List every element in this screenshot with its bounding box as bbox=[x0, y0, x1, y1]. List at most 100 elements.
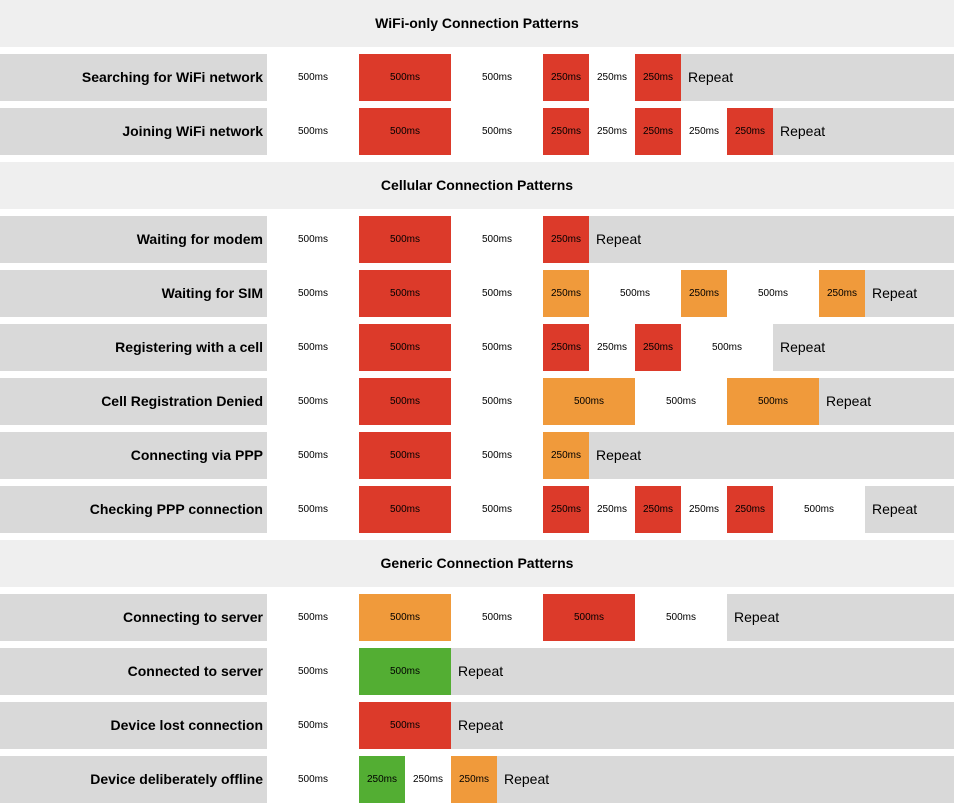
pattern-label: Waiting for SIM bbox=[0, 270, 267, 317]
repeat-label: Repeat bbox=[865, 486, 954, 533]
repeat-label: Repeat bbox=[773, 324, 954, 371]
led-green-interval: 250ms bbox=[359, 756, 405, 803]
led-orange-interval: 250ms bbox=[543, 270, 589, 317]
off-interval: 250ms bbox=[589, 108, 635, 155]
pattern-label: Connected to server bbox=[0, 648, 267, 695]
pattern-label: Waiting for modem bbox=[0, 216, 267, 263]
pattern-row: Device deliberately offline 500ms 250ms 250… bbox=[0, 756, 954, 803]
off-interval: 500ms bbox=[635, 378, 727, 425]
pattern-row: Connecting to server 500ms 500ms 500ms 500ms… bbox=[0, 594, 954, 641]
off-interval: 250ms bbox=[681, 108, 727, 155]
pattern-label: Joining WiFi network bbox=[0, 108, 267, 155]
led-red-interval: 500ms bbox=[359, 378, 451, 425]
led-red-interval: 250ms bbox=[635, 486, 681, 533]
led-orange-interval: 500ms bbox=[543, 378, 635, 425]
off-interval: 500ms bbox=[773, 486, 865, 533]
off-interval: 250ms bbox=[589, 324, 635, 371]
pattern-row: Joining WiFi network 500ms 500ms 500ms 250ms… bbox=[0, 108, 954, 155]
off-interval: 500ms bbox=[267, 432, 359, 479]
repeat-label: Repeat bbox=[497, 756, 954, 803]
off-interval: 250ms bbox=[681, 486, 727, 533]
off-interval: 500ms bbox=[267, 216, 359, 263]
repeat-label: Repeat bbox=[865, 270, 954, 317]
off-interval: 250ms bbox=[589, 54, 635, 101]
pattern-row: Cell Registration Denied 500ms 500ms 500ms 5… bbox=[0, 378, 954, 425]
off-interval: 500ms bbox=[451, 270, 543, 317]
off-interval: 500ms bbox=[451, 378, 543, 425]
pattern-label: Registering with a cell bbox=[0, 324, 267, 371]
off-interval: 500ms bbox=[451, 594, 543, 641]
off-interval: 500ms bbox=[589, 270, 681, 317]
off-interval: 500ms bbox=[267, 270, 359, 317]
repeat-label: Repeat bbox=[727, 594, 954, 641]
led-orange-interval: 500ms bbox=[359, 594, 451, 641]
led-red-interval: 250ms bbox=[543, 54, 589, 101]
pattern-label: Device deliberately offline bbox=[0, 756, 267, 803]
off-interval: 500ms bbox=[267, 54, 359, 101]
repeat-label: Repeat bbox=[451, 702, 954, 749]
led-orange-interval: 500ms bbox=[727, 378, 819, 425]
led-red-interval: 500ms bbox=[359, 54, 451, 101]
off-interval: 500ms bbox=[267, 702, 359, 749]
led-orange-interval: 250ms bbox=[543, 432, 589, 479]
off-interval: 500ms bbox=[267, 648, 359, 695]
pattern-row: Device lost connection 500ms 500ms Repeat bbox=[0, 702, 954, 749]
pattern-row: Waiting for SIM 500ms 500ms 500ms 250ms 500ms… bbox=[0, 270, 954, 317]
off-interval: 500ms bbox=[267, 108, 359, 155]
off-interval: 500ms bbox=[635, 594, 727, 641]
led-red-interval: 500ms bbox=[359, 216, 451, 263]
led-red-interval: 500ms bbox=[359, 270, 451, 317]
pattern-row: Connecting via PPP 500ms 500ms 500ms 250ms Re… bbox=[0, 432, 954, 479]
pattern-label: Device lost connection bbox=[0, 702, 267, 749]
pattern-label: Connecting to server bbox=[0, 594, 267, 641]
led-red-interval: 250ms bbox=[635, 324, 681, 371]
led-red-interval: 500ms bbox=[359, 432, 451, 479]
off-interval: 500ms bbox=[681, 324, 773, 371]
led-red-interval: 250ms bbox=[543, 216, 589, 263]
led-red-interval: 500ms bbox=[359, 486, 451, 533]
led-red-interval: 250ms bbox=[727, 108, 773, 155]
led-orange-interval: 250ms bbox=[681, 270, 727, 317]
off-interval: 500ms bbox=[727, 270, 819, 317]
pattern-row: Registering with a cell 500ms 500ms 500ms 25… bbox=[0, 324, 954, 371]
off-interval: 500ms bbox=[451, 324, 543, 371]
off-interval: 500ms bbox=[267, 594, 359, 641]
pattern-label: Checking PPP connection bbox=[0, 486, 267, 533]
led-orange-interval: 250ms bbox=[819, 270, 865, 317]
pattern-label: Connecting via PPP bbox=[0, 432, 267, 479]
off-interval: 500ms bbox=[451, 216, 543, 263]
section-title: Generic Connection Patterns bbox=[0, 540, 954, 587]
repeat-label: Repeat bbox=[773, 108, 954, 155]
led-red-interval: 250ms bbox=[543, 486, 589, 533]
pattern-label: Searching for WiFi network bbox=[0, 54, 267, 101]
led-red-interval: 250ms bbox=[635, 108, 681, 155]
pattern-row: Searching for WiFi network 500ms 500ms 500m… bbox=[0, 54, 954, 101]
pattern-row: Checking PPP connection 500ms 500ms 500ms 25… bbox=[0, 486, 954, 533]
led-red-interval: 250ms bbox=[727, 486, 773, 533]
led-red-interval: 250ms bbox=[543, 324, 589, 371]
repeat-label: Repeat bbox=[589, 216, 954, 263]
led-red-interval: 500ms bbox=[359, 702, 451, 749]
led-red-interval: 250ms bbox=[543, 108, 589, 155]
pattern-row: Waiting for modem 500ms 500ms 500ms 250ms Rep… bbox=[0, 216, 954, 263]
off-interval: 500ms bbox=[267, 756, 359, 803]
pattern-row: Connected to server 500ms 500ms Repeat bbox=[0, 648, 954, 695]
off-interval: 500ms bbox=[451, 54, 543, 101]
off-interval: 500ms bbox=[267, 324, 359, 371]
led-green-interval: 500ms bbox=[359, 648, 451, 695]
pattern-label: Cell Registration Denied bbox=[0, 378, 267, 425]
repeat-label: Repeat bbox=[589, 432, 954, 479]
section-title: Cellular Connection Patterns bbox=[0, 162, 954, 209]
section-title: WiFi-only Connection Patterns bbox=[0, 0, 954, 47]
led-red-interval: 500ms bbox=[359, 324, 451, 371]
led-red-interval: 500ms bbox=[359, 108, 451, 155]
off-interval: 500ms bbox=[451, 108, 543, 155]
off-interval: 500ms bbox=[267, 486, 359, 533]
off-interval: 500ms bbox=[451, 432, 543, 479]
repeat-label: Repeat bbox=[451, 648, 954, 695]
led-red-interval: 500ms bbox=[543, 594, 635, 641]
repeat-label: Repeat bbox=[819, 378, 954, 425]
off-interval: 500ms bbox=[267, 378, 359, 425]
off-interval: 500ms bbox=[451, 486, 543, 533]
